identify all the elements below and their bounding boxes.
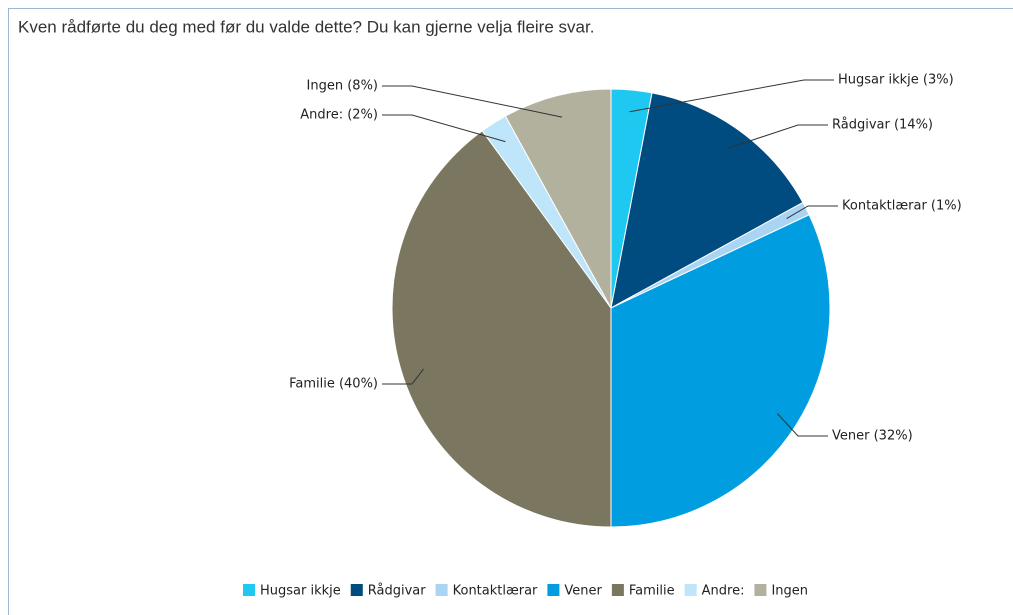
slice-label: Hugsar ikkje (3%) — [838, 73, 954, 88]
pie-slice — [610, 92, 804, 309]
pie-slice — [610, 214, 831, 528]
leader-line — [777, 413, 828, 437]
slice-label: Kontaktlærar (1%) — [842, 199, 962, 214]
legend-swatch — [243, 584, 255, 596]
legend-swatch — [435, 584, 448, 596]
legend-swatch — [611, 584, 624, 596]
legend-label: Kontaktlærar — [453, 584, 538, 599]
leader-line — [382, 85, 563, 118]
leader-line — [726, 124, 828, 150]
slice-label: Rådgivar (14%) — [832, 118, 933, 133]
chart-title: Kven rådførte du deg med før du valde de… — [18, 17, 594, 36]
slice-label: Ingen (8%) — [307, 79, 378, 94]
legend-label: Vener — [564, 584, 602, 599]
legend-swatch — [684, 584, 697, 596]
leader-line — [786, 205, 838, 219]
legend-swatch — [754, 584, 767, 596]
pie-slice — [504, 88, 612, 309]
panel-frame — [8, 8, 1013, 615]
slice-label: Vener (32%) — [832, 429, 913, 444]
leader-line — [382, 368, 424, 385]
legend-label: Ingen — [771, 584, 808, 599]
leader-line — [382, 114, 506, 143]
legend-label: Andre: — [702, 584, 745, 599]
leader-line — [629, 79, 834, 113]
legend-label: Familie — [629, 584, 675, 599]
pie-slice — [391, 130, 612, 528]
slice-label: Andre: (2%) — [300, 108, 378, 123]
legend-label: Rådgivar — [368, 584, 426, 599]
legend-swatch — [547, 584, 560, 596]
legend-swatch — [350, 584, 363, 596]
slice-label: Familie (40%) — [289, 377, 378, 392]
legend-label: Hugsar ikkje — [260, 584, 341, 599]
